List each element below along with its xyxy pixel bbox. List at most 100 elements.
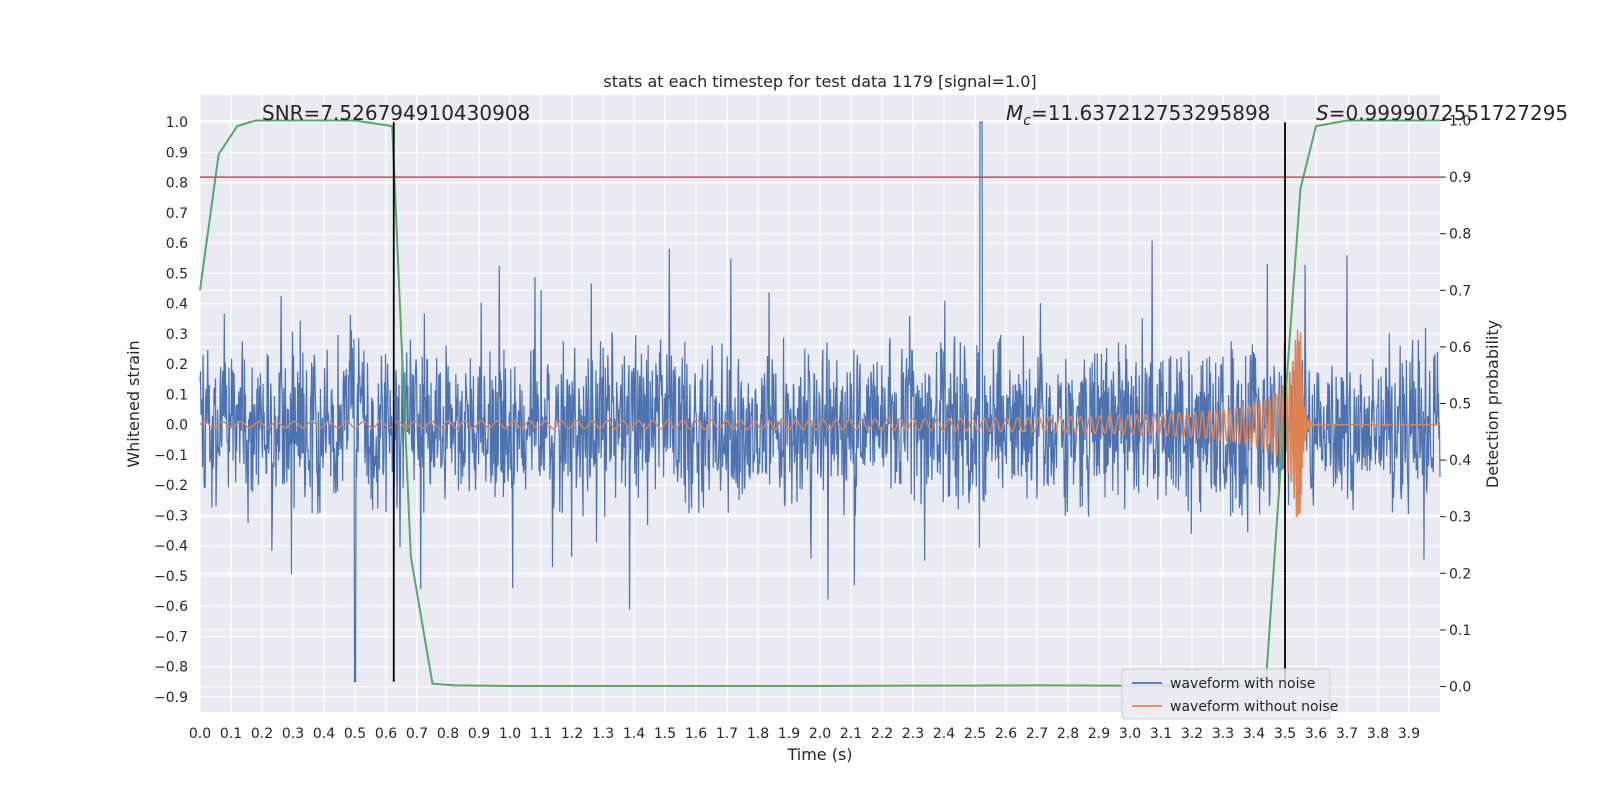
x-tick-label: 0.8 <box>437 726 459 742</box>
chirp-mass-equals: = <box>1031 101 1048 125</box>
x-tick-label: 1.1 <box>530 726 552 742</box>
y2-tick-labels: 0.0 0.1 0.2 0.3 0.4 0.5 0.6 0.7 0.8 0.9 1.0 <box>1440 113 1471 696</box>
y-tick-label: 0.4 <box>166 297 188 313</box>
x-tick-label: 0.4 <box>313 726 335 742</box>
x-axis-label: Time (s) <box>786 745 852 764</box>
x-tick-label: 3.4 <box>1243 726 1265 742</box>
x-tick-label: 1.7 <box>716 726 738 742</box>
y2-tick-label: 0.9 <box>1449 170 1471 186</box>
x-tick-label: 1.5 <box>654 726 676 742</box>
y-tick-label: −0.3 <box>154 508 188 524</box>
x-tick-label: 2.2 <box>871 726 893 742</box>
x-tick-label: 1.6 <box>685 726 707 742</box>
probability-series-layer <box>199 119 1440 687</box>
annotations: SNR=7.526794910430908 Mc=11.637212753295… <box>262 101 1568 129</box>
x-tick-label: 2.8 <box>1057 726 1079 742</box>
y-tick-label: −0.2 <box>154 478 188 494</box>
x-tick-label: 0.7 <box>406 726 428 742</box>
x-tick-label: 3.7 <box>1336 726 1358 742</box>
x-tick-label: 2.5 <box>964 726 986 742</box>
x-tick-label: 1.8 <box>747 726 769 742</box>
y2-tick-label: 0.4 <box>1449 453 1471 469</box>
chirp-series-layer <box>199 329 1440 518</box>
x-tick-label: 2.9 <box>1088 726 1110 742</box>
x-tick-label: 3.0 <box>1119 726 1141 742</box>
y-tick-label: 0.3 <box>166 327 188 343</box>
reference-lines <box>200 122 1440 682</box>
detection-probability-line <box>199 119 1440 687</box>
x-tick-label: 0.5 <box>344 726 366 742</box>
y2-tick-label: 0.3 <box>1449 510 1471 526</box>
y-tick-label: 0.6 <box>166 236 188 252</box>
waveform-with-noise-line <box>199 121 1441 683</box>
y-tick-label: −0.9 <box>154 690 188 706</box>
y2-tick-label: 0.5 <box>1449 397 1471 413</box>
x-tick-label: 1.9 <box>778 726 800 742</box>
x-tick-label: 2.6 <box>995 726 1017 742</box>
x-tick-label: 1.0 <box>499 726 521 742</box>
x-tick-label: 2.4 <box>933 726 955 742</box>
chirp-mass-annotation: Mc=11.637212753295898 <box>1006 101 1270 129</box>
x-tick-label: 0.1 <box>220 726 242 742</box>
x-tick-label: 0.6 <box>375 726 397 742</box>
y-tick-label: 0.9 <box>166 145 188 161</box>
y-tick-label: 0.1 <box>166 387 188 403</box>
score-value: 0.9999072551727295 <box>1345 101 1568 125</box>
y2-tick-label: 0.1 <box>1449 623 1471 639</box>
x-tick-label: 3.6 <box>1305 726 1327 742</box>
chirp-mass-value: 11.637212753295898 <box>1048 101 1271 125</box>
detection-score-annotation: S=0.9999072551727295 <box>1316 101 1568 125</box>
y2-tick-label: 0.2 <box>1449 566 1471 582</box>
y-tick-label: −0.7 <box>154 629 188 645</box>
legend-box <box>1121 668 1331 720</box>
x-tick-label: 3.3 <box>1212 726 1234 742</box>
x-tick-label: 2.3 <box>902 726 924 742</box>
y-axis-label: Whitened strain <box>124 340 143 467</box>
x-tick-label: 0.3 <box>282 726 304 742</box>
legend-label-noise: waveform with noise <box>1170 676 1315 692</box>
y-tick-label: 0.8 <box>166 176 188 192</box>
snr-value: 7.526794910430908 <box>320 101 530 125</box>
y-tick-label: −0.8 <box>154 660 188 676</box>
score-symbol: S <box>1316 101 1329 125</box>
y-tick-label: 0.2 <box>166 357 188 373</box>
y-tick-label: −0.1 <box>154 448 188 464</box>
x-tick-labels: 0.0 0.1 0.2 0.3 0.4 0.5 0.6 0.7 0.8 0.9 1.0 1.1 1.2 1… <box>189 726 1420 742</box>
x-tick-label: 2.7 <box>1026 726 1048 742</box>
y-tick-label: −0.5 <box>154 569 188 585</box>
y2-tick-label: 0.6 <box>1449 340 1471 356</box>
x-tick-label: 0.2 <box>251 726 273 742</box>
chart-title: stats at each timestep for test data 117… <box>603 72 1036 91</box>
x-tick-label: 3.9 <box>1398 726 1420 742</box>
noise-series-layer <box>199 121 1441 683</box>
x-tick-label: 3.8 <box>1367 726 1389 742</box>
x-tick-label: 1.4 <box>623 726 645 742</box>
x-tick-label: 3.5 <box>1274 726 1296 742</box>
y-tick-label: −0.6 <box>154 599 188 615</box>
x-tick-label: 0.0 <box>189 726 211 742</box>
y-tick-label: 1.0 <box>166 115 188 131</box>
legend: waveform with noise waveform without noi… <box>1121 668 1338 720</box>
y2-tick-label: 1.0 <box>1449 113 1471 129</box>
legend-label-clean: waveform without noise <box>1170 699 1338 715</box>
x-tick-label: 2.0 <box>809 726 831 742</box>
x-tick-label: 3.1 <box>1150 726 1172 742</box>
y-tick-label: 0.7 <box>166 206 188 222</box>
y-tick-label: 0.0 <box>166 418 188 434</box>
y-tick-label: 0.5 <box>166 266 188 282</box>
x-tick-label: 1.3 <box>592 726 614 742</box>
waveform-without-noise-line <box>199 329 1440 518</box>
y2-tick-label: 0.0 <box>1449 680 1471 696</box>
y2-tick-label: 0.8 <box>1449 227 1471 243</box>
y2-axis-label: Detection probability <box>1483 320 1502 488</box>
chirp-mass-symbol: M <box>1006 101 1023 125</box>
chirp-mass-subscript: c <box>1023 113 1031 129</box>
x-tick-label: 2.1 <box>840 726 862 742</box>
snr-prefix: SNR= <box>262 101 320 125</box>
x-tick-label: 3.2 <box>1181 726 1203 742</box>
x-tick-label: 0.9 <box>468 726 490 742</box>
y-tick-labels: −0.9 −0.8 −0.7 −0.6 −0.5 −0.4 −0.3 −0.2 −0.1 0.0 0… <box>154 115 188 706</box>
snr-annotation: SNR=7.526794910430908 <box>262 101 530 125</box>
x-tick-label: 1.2 <box>561 726 583 742</box>
